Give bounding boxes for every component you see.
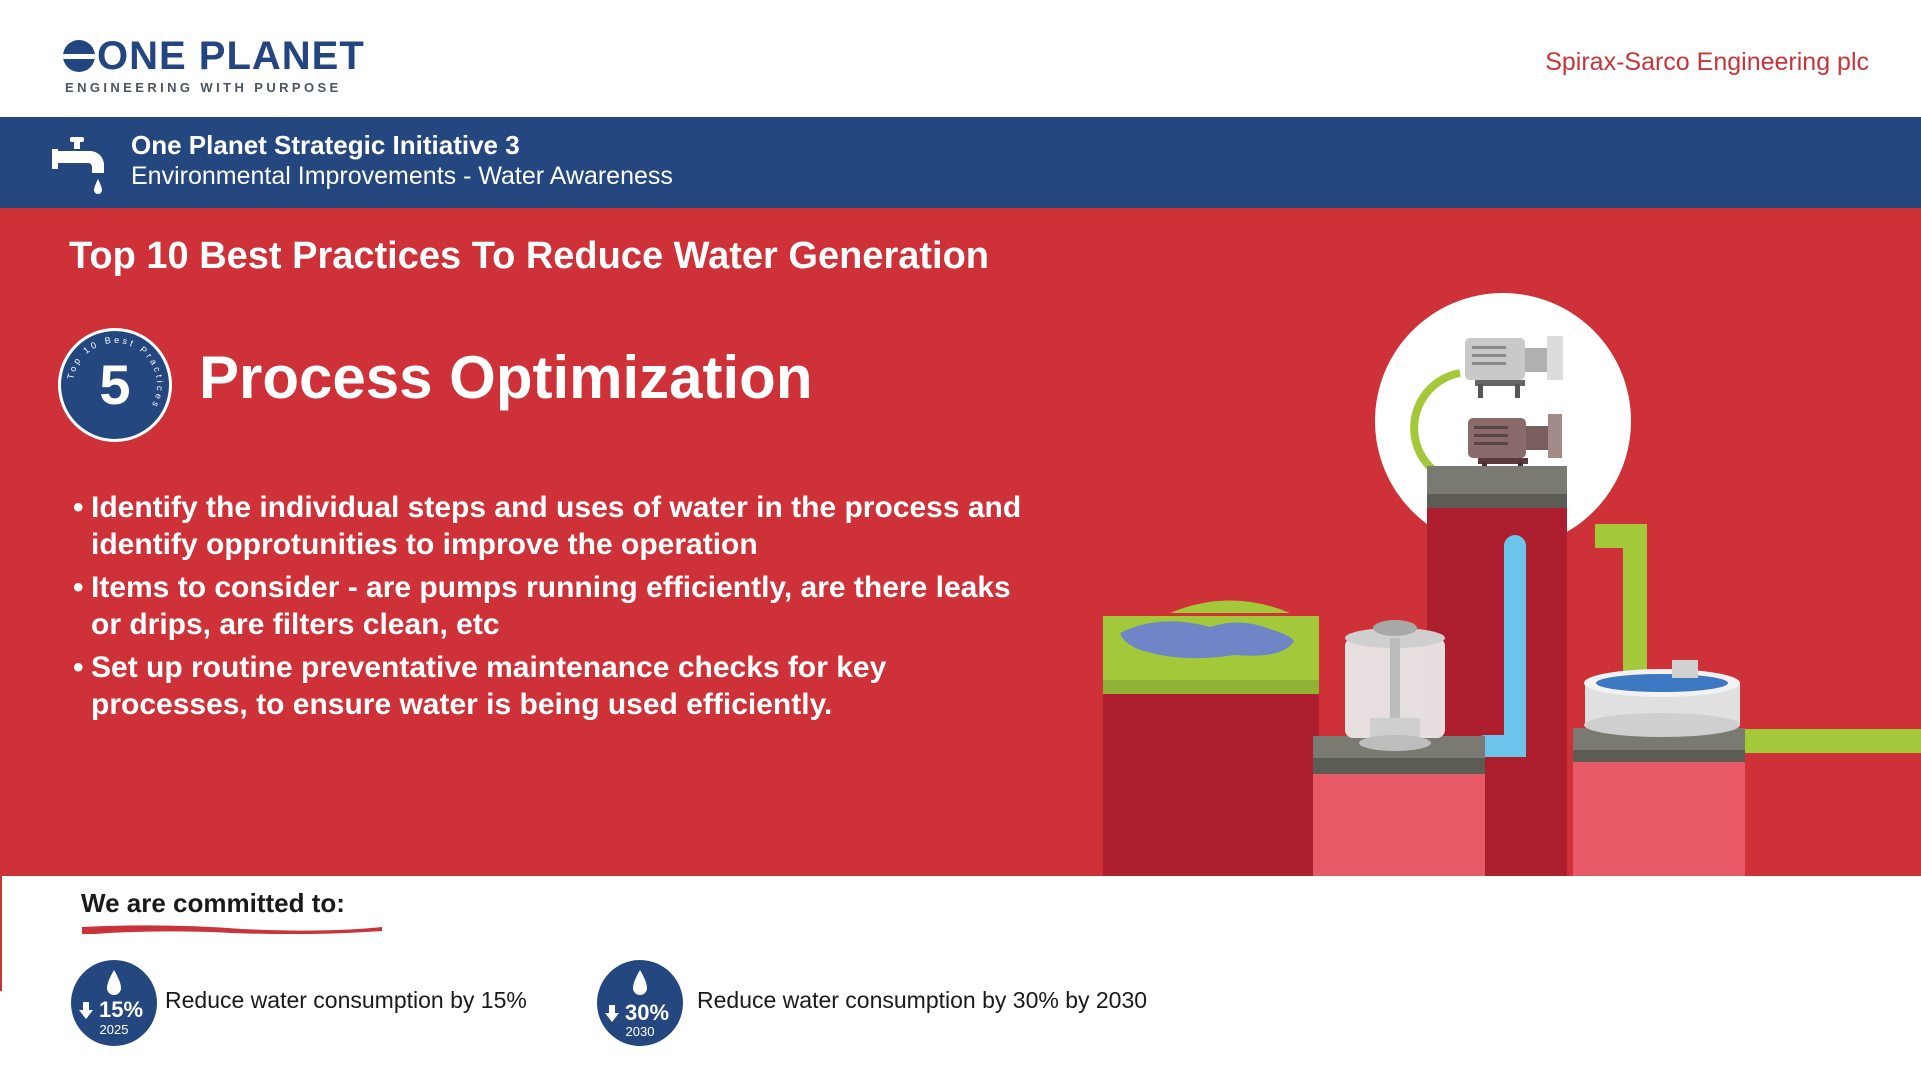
water-drop-icon bbox=[605, 970, 647, 1022]
one-planet-logo: ONE PLANET ENGINEERING WITH PURPOSE bbox=[63, 36, 364, 96]
badge-ring-text: Top 10 Best Practices bbox=[65, 335, 162, 411]
process-illustration bbox=[1103, 293, 1921, 876]
target-year: 2025 bbox=[99, 1022, 129, 1037]
green-pipe bbox=[1595, 524, 1921, 753]
pump-icon bbox=[1465, 336, 1563, 398]
banner-subtitle: Environmental Improvements - Water Aware… bbox=[131, 162, 673, 190]
water-tap-icon bbox=[52, 137, 104, 194]
practice-bullets: Identify the individual steps and uses o… bbox=[73, 489, 1033, 729]
initiative-banner: One Planet Strategic Initiative 3 Enviro… bbox=[0, 117, 1921, 208]
top-header: ONE PLANET ENGINEERING WITH PURPOSE Spir… bbox=[0, 0, 1921, 117]
filter-unit bbox=[1313, 620, 1485, 876]
badge-number: 5 bbox=[99, 353, 131, 416]
brush-underline bbox=[82, 925, 382, 934]
commitments-heading: We are committed to: bbox=[81, 888, 345, 918]
logo-wordmark: ONE PLANET bbox=[63, 36, 365, 76]
bullet-item: Set up routine preventative maintenance … bbox=[73, 649, 1033, 723]
page-headline: Top 10 Best Practices To Reduce Water Ge… bbox=[69, 235, 989, 277]
pond-block bbox=[1103, 600, 1319, 876]
water-drop-icon bbox=[79, 970, 121, 1019]
section-title: Process Optimization bbox=[199, 344, 813, 411]
globe-icon bbox=[63, 40, 95, 72]
logo-main-text: ONE PLANET bbox=[97, 34, 365, 78]
left-accent-rule bbox=[0, 876, 2, 991]
target-percent: 15% bbox=[99, 997, 144, 1022]
target-percent: 30% bbox=[625, 1000, 670, 1025]
commitment-text: Reduce water consumption by 15% bbox=[165, 987, 527, 1013]
bullet-item: Items to consider - are pumps running ef… bbox=[73, 569, 1033, 643]
logo-tagline: ENGINEERING WITH PURPOSE bbox=[65, 80, 342, 95]
bullet-item: Identify the individual steps and uses o… bbox=[73, 489, 1033, 563]
water-tank bbox=[1573, 660, 1745, 876]
content-panel: Top 10 Best Practices To Reduce Water Ge… bbox=[0, 208, 1921, 876]
banner-title: One Planet Strategic Initiative 3 bbox=[131, 130, 520, 160]
company-name: Spirax-Sarco Engineering plc bbox=[1545, 48, 1869, 76]
practice-number-badge: Top 10 Best Practices 5 bbox=[58, 328, 172, 442]
target-badge-2025: 15% 2025 bbox=[71, 960, 157, 1046]
target-year: 2030 bbox=[625, 1024, 655, 1039]
target-badge-2030: 30% 2030 bbox=[597, 960, 683, 1046]
commitment-text: Reduce water consumption by 30% by 2030 bbox=[697, 987, 1148, 1013]
